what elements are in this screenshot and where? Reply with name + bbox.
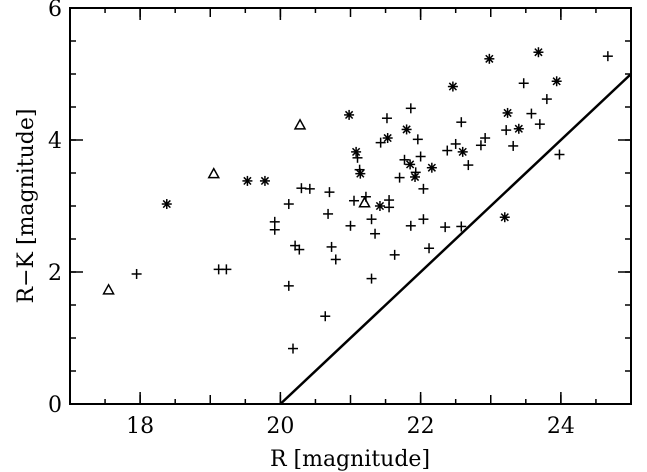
plus-marker [541, 94, 552, 105]
plus-marker [415, 151, 426, 162]
asterisk-marker [161, 199, 172, 210]
plus-marker [326, 241, 337, 252]
plus-marker [424, 243, 435, 254]
plus-marker [602, 51, 613, 62]
plot-frame [69, 7, 632, 405]
x-axis-label: R [magnitude] [270, 447, 430, 472]
plus-marker [375, 137, 386, 148]
reference-line [279, 73, 632, 405]
asterisk-marker [405, 159, 416, 170]
asterisk-marker [457, 146, 468, 157]
plus-marker [418, 214, 429, 225]
plus-marker [323, 208, 334, 219]
asterisk-marker [242, 175, 253, 186]
plus-marker [412, 134, 423, 145]
asterisk-marker [374, 201, 385, 211]
x-tick-label: 22 [407, 414, 435, 439]
asterisk-marker [259, 175, 270, 186]
plus-marker [384, 202, 395, 213]
plus-marker [394, 172, 405, 183]
plus-marker [269, 224, 280, 235]
triangle-marker [358, 196, 371, 208]
x-tick-label: 20 [266, 414, 294, 439]
triangle-marker [207, 167, 221, 179]
plus-marker [442, 145, 453, 156]
plus-marker [294, 244, 305, 255]
triangle-marker [102, 283, 115, 295]
asterisk-marker [426, 162, 437, 173]
plus-marker [283, 199, 294, 210]
plus-marker [221, 264, 232, 275]
asterisk-marker [344, 109, 355, 120]
plus-marker [349, 195, 360, 206]
triangle-marker [293, 118, 307, 130]
y-axis-label: R−K [magnitude] [14, 109, 39, 304]
asterisk-marker [410, 171, 421, 182]
y-tick-label: 0 [48, 393, 62, 418]
x-tick-label: 18 [126, 414, 154, 439]
plus-marker [389, 249, 400, 260]
asterisk-marker [401, 124, 412, 135]
plus-marker [399, 154, 410, 165]
asterisk-marker [551, 76, 562, 87]
asterisk-marker [502, 107, 513, 118]
x-tick-label: 24 [547, 414, 575, 439]
plus-marker [526, 108, 537, 119]
y-tick-label: 4 [48, 129, 62, 154]
plus-marker [456, 221, 467, 232]
plus-marker [324, 187, 335, 198]
plus-marker [440, 222, 451, 233]
y-tick-label: 6 [48, 0, 62, 22]
plus-marker [381, 113, 392, 124]
plus-marker [345, 220, 356, 231]
plus-marker [330, 254, 341, 265]
plus-marker [534, 119, 545, 130]
plus-marker [480, 133, 491, 144]
plus-marker [554, 149, 565, 160]
asterisk-marker [499, 212, 510, 223]
plus-marker [320, 311, 331, 322]
plus-marker [131, 268, 142, 279]
plus-marker [296, 183, 307, 194]
data-points [102, 47, 613, 354]
y-tick-label: 2 [48, 261, 62, 286]
asterisk-marker [351, 146, 362, 157]
asterisk-marker [382, 133, 393, 144]
plus-marker [352, 152, 363, 163]
plus-marker [450, 138, 461, 149]
plus-marker [366, 214, 377, 225]
plus-marker [508, 140, 519, 151]
plus-marker [283, 280, 294, 291]
plus-marker [405, 220, 416, 231]
plus-marker [518, 78, 529, 89]
axis-ticks [69, 7, 632, 405]
asterisk-marker [447, 81, 458, 92]
plus-marker [370, 228, 381, 239]
plus-marker [304, 183, 315, 194]
plus-marker [475, 140, 486, 151]
plus-marker [463, 160, 474, 171]
asterisk-marker [355, 168, 366, 179]
plus-marker [456, 117, 467, 128]
plus-marker [366, 273, 377, 284]
plus-marker [418, 183, 429, 194]
asterisk-marker [533, 47, 544, 58]
plus-marker [405, 103, 416, 114]
plus-marker [501, 125, 512, 136]
asterisk-marker [513, 123, 524, 134]
plus-marker [287, 343, 298, 354]
asterisk-marker [484, 53, 495, 64]
